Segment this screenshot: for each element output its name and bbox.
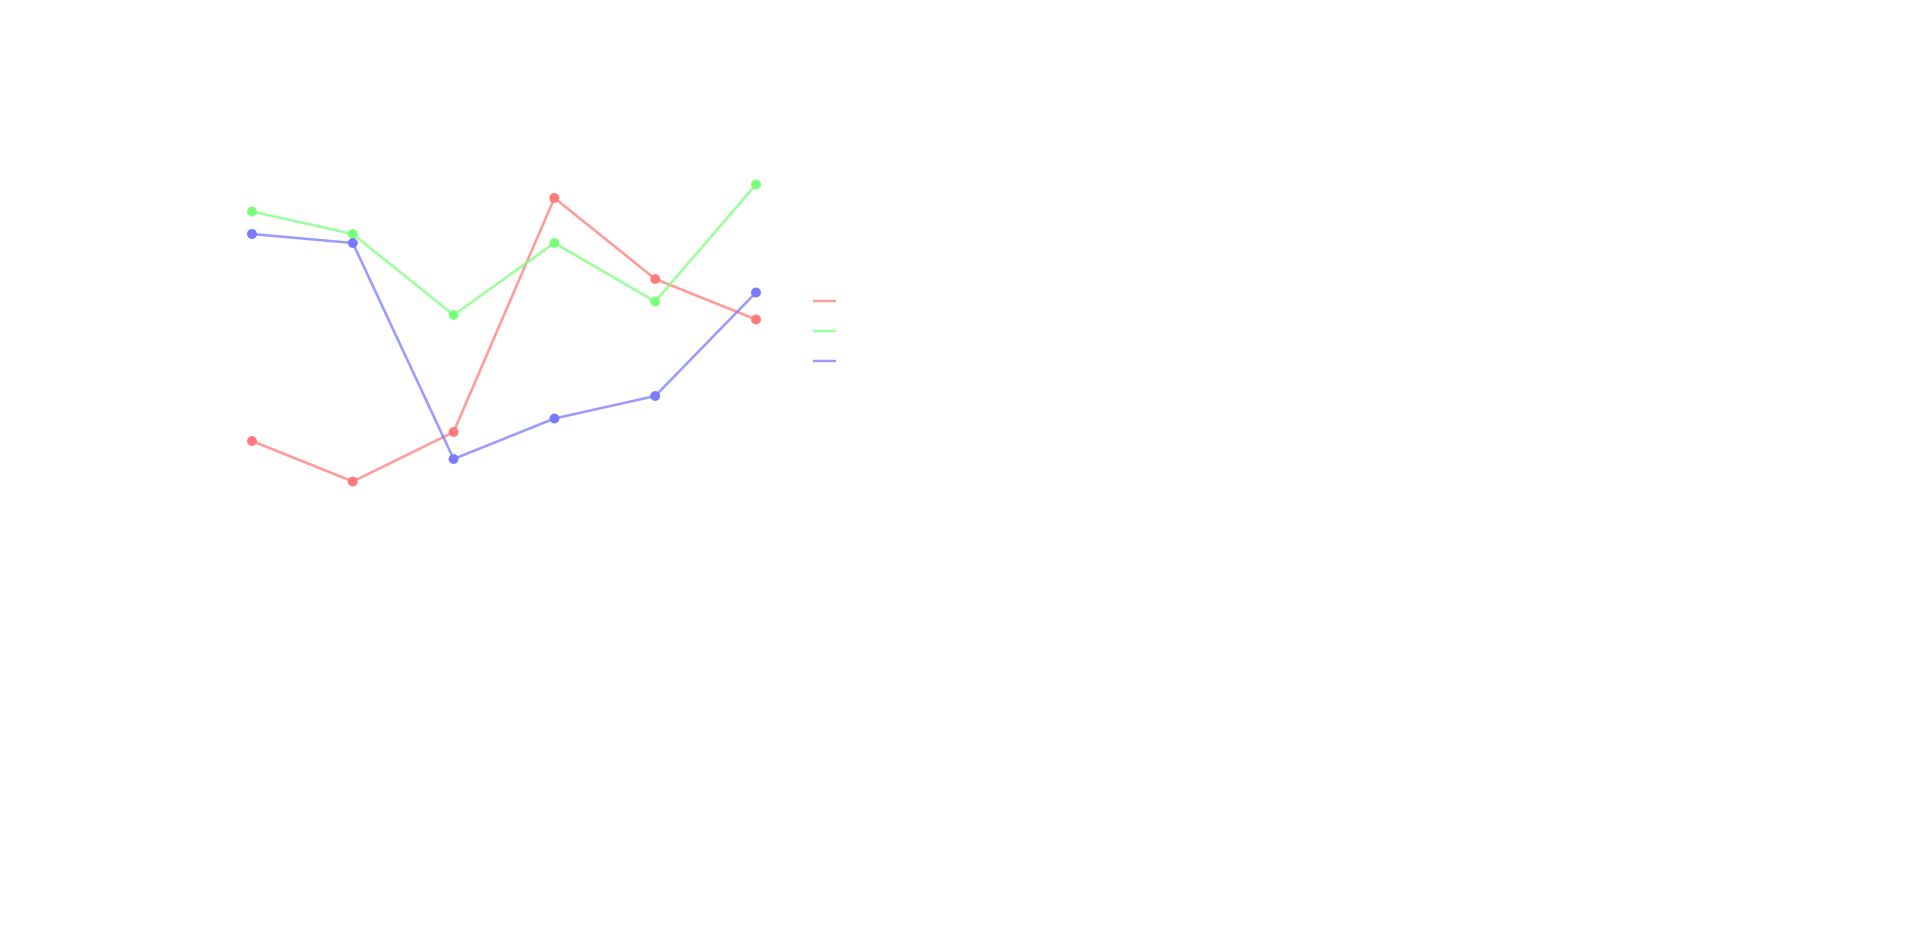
series-2-line	[251, 183, 757, 317]
series-3-point	[549, 413, 560, 424]
series-2-point	[347, 229, 358, 239]
series-2-point	[650, 296, 661, 307]
series-2-point	[448, 310, 459, 320]
series-3-point	[751, 287, 761, 298]
series-3-point	[448, 454, 459, 464]
series-3-point	[347, 238, 358, 248]
series-1-point	[347, 476, 358, 487]
series-2-point	[247, 206, 257, 217]
series-2	[247, 179, 761, 320]
series-1-point	[751, 314, 761, 325]
series-2-point	[549, 238, 560, 248]
legend	[813, 299, 836, 363]
series-3	[247, 229, 761, 464]
series-3-line	[251, 232, 757, 461]
series-1-point	[549, 193, 560, 203]
series-layer	[247, 179, 761, 487]
series-2-point	[751, 179, 761, 190]
series-1-point	[650, 274, 661, 284]
series-1-point	[247, 436, 257, 446]
series-1-point	[448, 427, 459, 437]
series-3-point	[247, 229, 257, 239]
series-3-point	[650, 391, 661, 401]
series-1-line	[251, 196, 757, 483]
series-1	[247, 193, 761, 487]
